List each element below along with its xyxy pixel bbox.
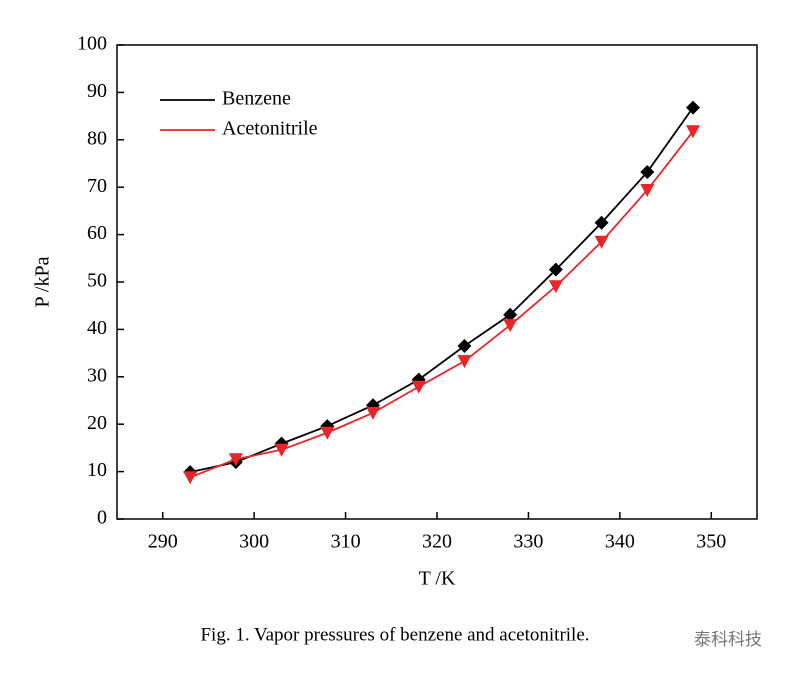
data-marker: [228, 453, 243, 467]
data-marker: [686, 100, 700, 115]
data-marker: [594, 215, 609, 230]
data-marker: [640, 184, 655, 198]
y-tick-label: 70: [87, 175, 107, 197]
data-line: [189, 130, 694, 479]
x-tick-label: 290: [148, 531, 178, 553]
y-tick-label: 80: [87, 127, 107, 149]
y-tick-label: 40: [87, 317, 107, 339]
data-marker: [503, 307, 518, 322]
x-tick-label: 310: [331, 531, 361, 553]
x-tick-label: 340: [605, 531, 635, 553]
data-marker: [640, 165, 655, 180]
x-tick-label: 300: [239, 531, 269, 553]
legend-label: Benzene: [222, 88, 291, 110]
x-tick-label: 330: [513, 531, 543, 553]
y-tick-label: 0: [97, 507, 107, 529]
data-marker: [457, 338, 472, 353]
y-tick-label: 50: [87, 270, 107, 292]
x-axis-label: T /K: [419, 568, 456, 590]
y-axis-label: P /kPa: [32, 256, 54, 307]
data-marker: [411, 380, 426, 394]
y-tick-label: 90: [87, 80, 107, 102]
data-marker: [366, 406, 380, 420]
data-line: [189, 107, 694, 473]
x-tick-label: 350: [696, 531, 726, 553]
y-tick-label: 60: [87, 222, 107, 244]
data-marker: [320, 426, 335, 440]
data-marker: [686, 125, 700, 139]
data-marker: [457, 355, 472, 369]
y-tick-label: 10: [87, 459, 107, 481]
data-marker: [183, 471, 198, 485]
data-marker: [594, 235, 609, 249]
data-marker: [503, 319, 518, 333]
plot-frame: [116, 44, 758, 520]
y-tick-label: 30: [87, 364, 107, 386]
data-marker: [548, 280, 563, 294]
caption: Fig. 1. Vapor pressures of benzene and a…: [200, 624, 589, 645]
y-tick-label: 100: [77, 33, 107, 55]
data-marker: [548, 262, 563, 277]
watermark: 泰科科技: [694, 630, 762, 650]
y-tick-label: 20: [87, 412, 107, 434]
data-marker: [274, 443, 289, 457]
legend-label: Acetonitrile: [222, 118, 318, 140]
x-tick-label: 320: [422, 531, 452, 553]
